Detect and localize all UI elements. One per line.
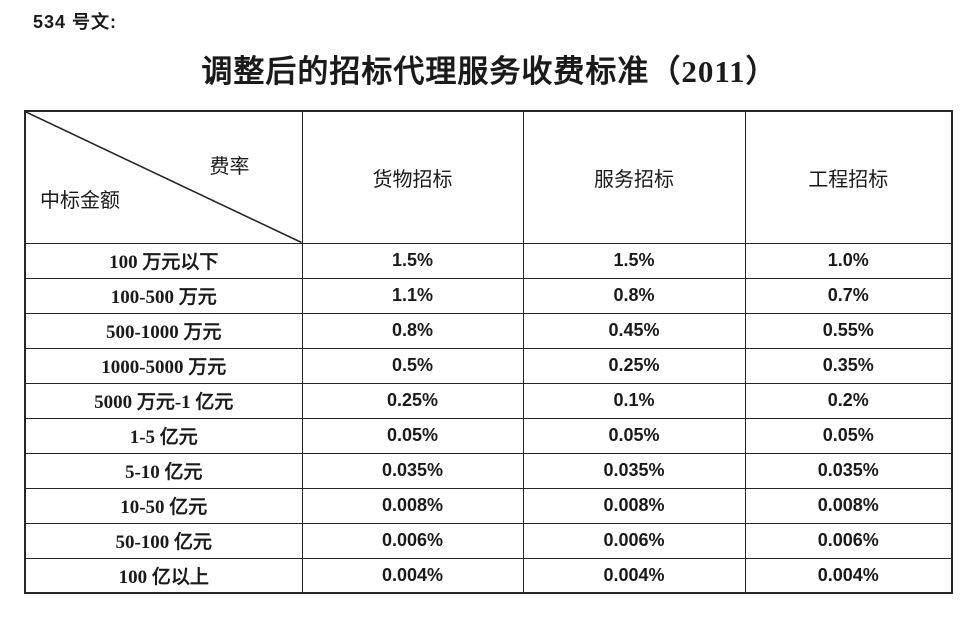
- amount-cell: 10-50 亿元: [24, 487, 303, 524]
- amount-cell: 100 万元以下: [24, 242, 303, 279]
- table-row: 5-10 亿元 0.035% 0.035% 0.035%: [24, 452, 953, 489]
- rate-cell: 0.006%: [744, 522, 953, 559]
- rate-cell: 0.25%: [301, 382, 524, 419]
- rate-cell: 0.25%: [522, 347, 746, 384]
- rate-cell: 0.008%: [301, 487, 524, 524]
- rate-cell: 0.8%: [301, 312, 524, 349]
- rate-cell: 0.55%: [744, 312, 953, 349]
- rate-cell: 0.05%: [301, 417, 524, 454]
- rate-cell: 0.006%: [301, 522, 524, 559]
- rate-cell: 0.008%: [744, 487, 953, 524]
- rate-cell: 0.8%: [522, 277, 746, 314]
- rate-cell: 1.0%: [744, 242, 953, 279]
- corner-label-rate: 费率: [209, 156, 250, 178]
- page-title: 调整后的招标代理服务收费标准（2011）: [201, 54, 778, 89]
- rate-cell: 1.5%: [301, 242, 524, 279]
- diagonal-divider-line: [26, 112, 302, 243]
- amount-cell: 5000 万元-1 亿元: [24, 382, 303, 419]
- table-row: 10-50 亿元 0.008% 0.008% 0.008%: [24, 487, 953, 524]
- rate-cell: 0.45%: [522, 312, 746, 349]
- rate-cell: 0.006%: [522, 522, 746, 559]
- amount-cell: 100-500 万元: [24, 277, 303, 314]
- table-row: 5000 万元-1 亿元 0.25% 0.1% 0.2%: [24, 382, 953, 419]
- rate-cell: 0.035%: [744, 452, 953, 489]
- amount-cell: 5-10 亿元: [24, 452, 303, 489]
- corner-label-amount: 中标金额: [40, 189, 120, 212]
- column-header-engineering: 工程招标: [744, 110, 953, 244]
- rate-cell: 0.035%: [301, 452, 524, 489]
- rate-cell: 0.1%: [522, 382, 746, 419]
- table-row: 1-5 亿元 0.05% 0.05% 0.05%: [24, 417, 953, 454]
- rate-cell: 0.05%: [744, 417, 953, 454]
- table-row: 50-100 亿元 0.006% 0.006% 0.006%: [24, 522, 953, 559]
- amount-cell: 1-5 亿元: [24, 417, 303, 454]
- rate-cell: 0.5%: [301, 347, 524, 384]
- rate-cell: 1.5%: [522, 242, 746, 279]
- rate-cell: 1.1%: [301, 277, 524, 314]
- diagonal-corner-cell: 费率 中标金额: [24, 110, 303, 244]
- rate-cell: 0.035%: [522, 452, 746, 489]
- amount-cell: 1000-5000 万元: [24, 347, 303, 384]
- fee-rate-table: 费率 中标金额 货物招标 服务招标 工程招标 100 万元以下 1.5% 1.5…: [24, 110, 953, 594]
- amount-cell: 100 亿以上: [24, 557, 303, 594]
- table-header-row: 费率 中标金额 货物招标 服务招标 工程招标: [24, 110, 953, 244]
- table-row: 100-500 万元 1.1% 0.8% 0.7%: [24, 277, 953, 314]
- table-row: 1000-5000 万元 0.5% 0.25% 0.35%: [24, 347, 953, 384]
- rate-cell: 0.7%: [744, 277, 953, 314]
- column-header-services: 服务招标: [522, 110, 746, 244]
- rate-cell: 0.004%: [522, 557, 746, 594]
- table-row: 100 亿以上 0.004% 0.004% 0.004%: [24, 557, 953, 594]
- rate-cell: 0.05%: [522, 417, 746, 454]
- table-row: 100 万元以下 1.5% 1.5% 1.0%: [24, 242, 953, 279]
- rate-cell: 0.004%: [301, 557, 524, 594]
- rate-cell: 0.35%: [744, 347, 953, 384]
- document-number-label: 534 号文:: [33, 12, 118, 32]
- table-row: 500-1000 万元 0.8% 0.45% 0.55%: [24, 312, 953, 349]
- rate-cell: 0.2%: [744, 382, 953, 419]
- rate-cell: 0.008%: [522, 487, 746, 524]
- amount-cell: 50-100 亿元: [24, 522, 303, 559]
- amount-cell: 500-1000 万元: [24, 312, 303, 349]
- column-header-goods: 货物招标: [301, 110, 524, 244]
- rate-cell: 0.004%: [744, 557, 953, 594]
